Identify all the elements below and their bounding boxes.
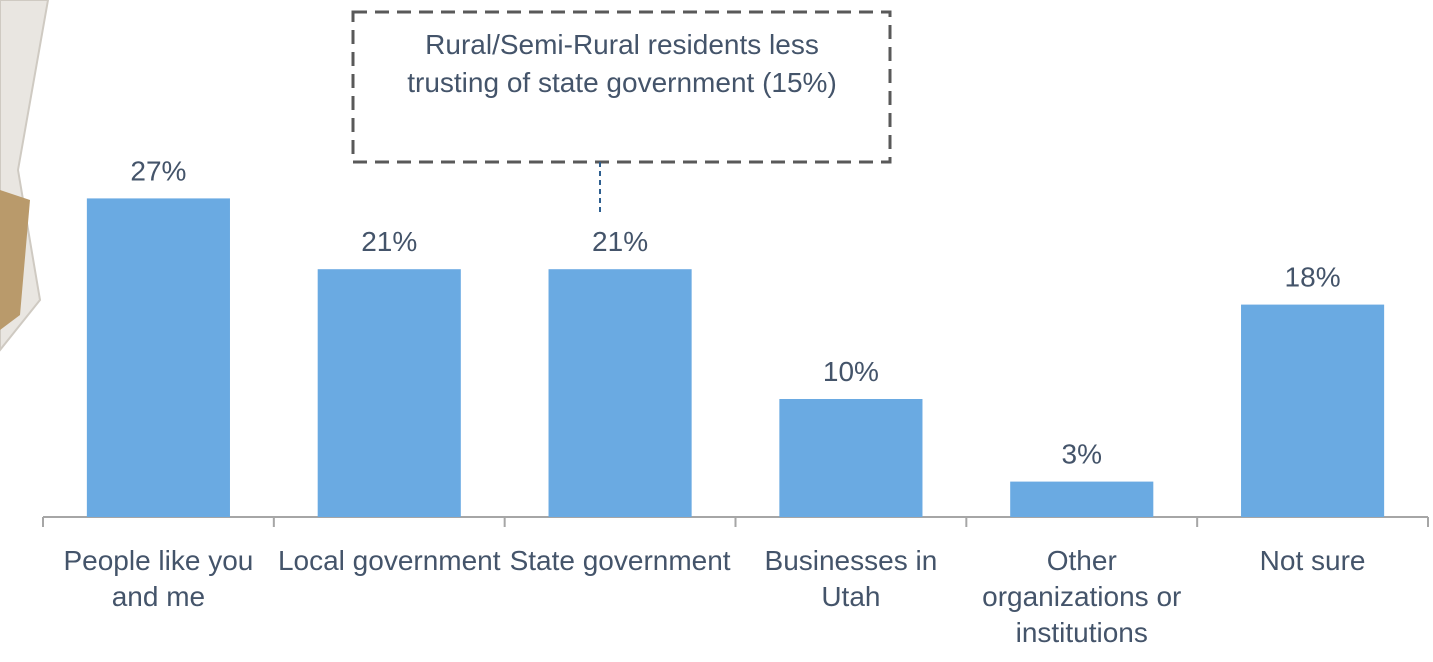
- x-tick-label: Not sure: [1259, 545, 1366, 576]
- value-label: 21%: [361, 226, 417, 257]
- bar: [548, 269, 692, 517]
- value-label: 3%: [1062, 439, 1102, 470]
- value-label: 18%: [1285, 262, 1341, 293]
- value-label: 10%: [823, 356, 879, 387]
- x-tick-label: Other organizations or institutions: [982, 545, 1182, 648]
- annotation-box: [351, 10, 892, 164]
- value-label: 21%: [592, 226, 648, 257]
- x-tick-label: People like you and me: [63, 545, 254, 612]
- value-label: 27%: [130, 155, 186, 186]
- x-tick-label: Local government: [277, 545, 501, 576]
- x-tick-label: Businesses in Utah: [764, 545, 938, 612]
- bar: [1241, 304, 1385, 517]
- bar: [1010, 481, 1154, 517]
- photo-decoration: [0, 0, 50, 352]
- annotation: Rural/Semi-Rural residents less trusting…: [407, 29, 837, 98]
- x-tick-label: State government: [509, 545, 731, 576]
- bar: [779, 399, 923, 517]
- bar: [86, 198, 230, 517]
- bar: [317, 269, 461, 517]
